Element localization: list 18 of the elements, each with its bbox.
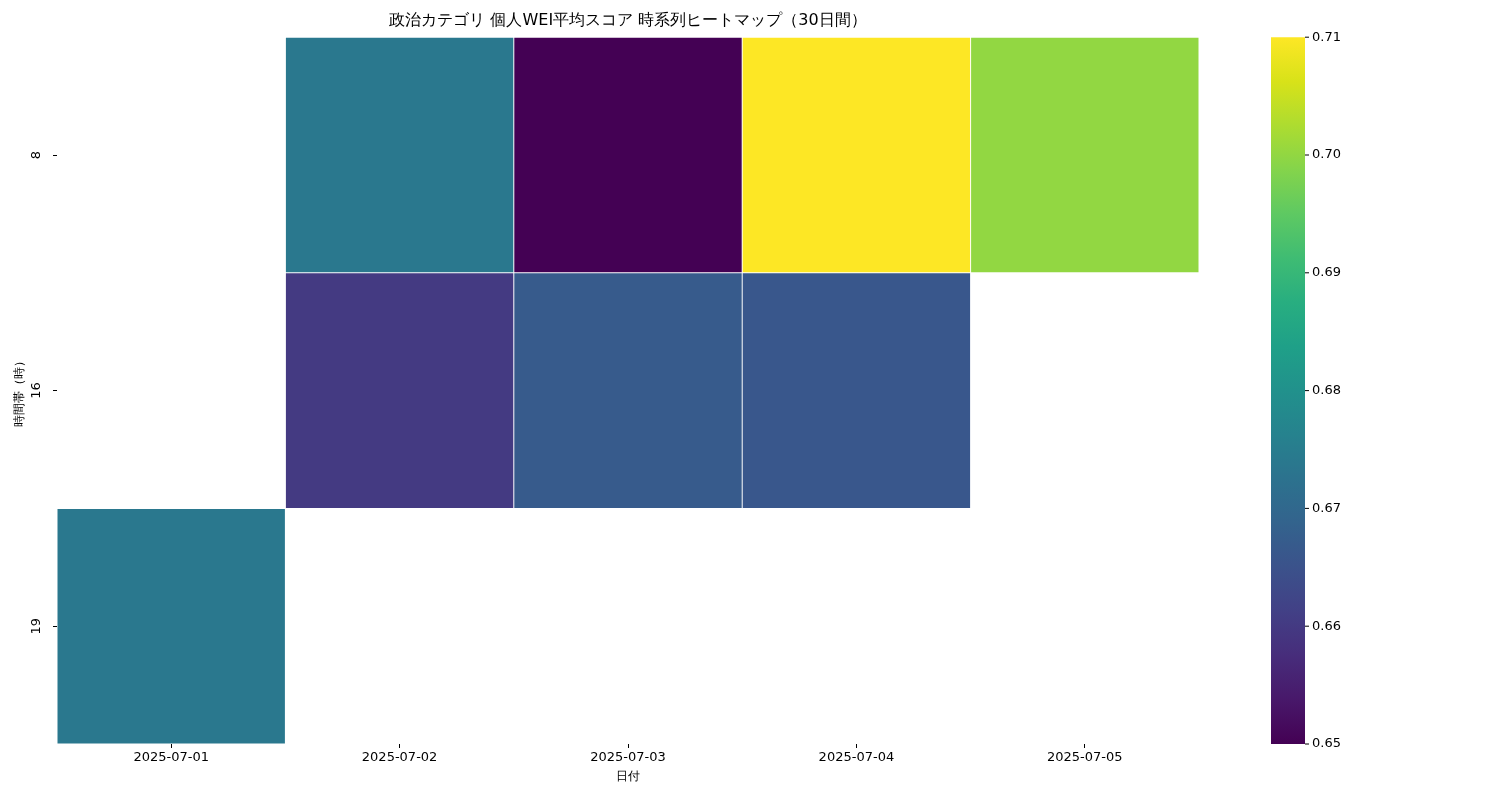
x-tick-label: 2025-07-05 xyxy=(1047,749,1123,765)
x-tick-label: 2025-07-03 xyxy=(590,749,666,765)
color-bar-label: 0.67 xyxy=(1312,499,1341,515)
x-axis-title: 日付 xyxy=(616,768,640,783)
color-bar-label: 0.69 xyxy=(1312,264,1341,280)
color-bar-label: 0.70 xyxy=(1312,146,1341,162)
chart-title: 政治カテゴリ 個人WEI平均スコア 時系列ヒートマップ（30日間） xyxy=(389,9,867,29)
color-bar-label: 0.71 xyxy=(1312,28,1341,44)
x-tick-label: 2025-07-04 xyxy=(818,749,895,765)
color-bar-label: 0.66 xyxy=(1312,617,1341,633)
y-tick-label: 19 xyxy=(28,617,44,635)
y-axis-title: 時間帯（時） xyxy=(12,354,27,427)
y-tick-label: 16 xyxy=(28,382,44,399)
y-tick-label: 8 xyxy=(28,150,44,160)
color-bar-label: 0.65 xyxy=(1312,735,1341,751)
color-bar-label: 0.68 xyxy=(1312,381,1341,397)
x-tick-label: 2025-07-02 xyxy=(361,749,438,765)
x-tick-label: 2025-07-01 xyxy=(133,749,209,765)
